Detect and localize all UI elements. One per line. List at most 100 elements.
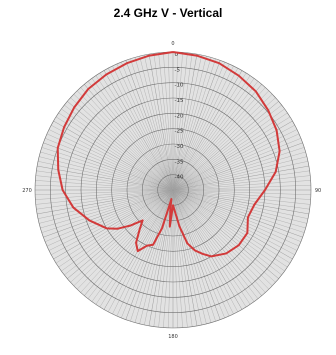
radial-gridline <box>103 70 174 191</box>
radial-gridline <box>53 120 174 191</box>
radial-gridline <box>55 116 174 191</box>
ring-label: 0 <box>175 52 179 58</box>
radial-gridline <box>172 189 300 247</box>
angle-label: 270 <box>22 188 32 194</box>
radial-gridline <box>172 189 307 224</box>
radial-gridline <box>87 189 174 299</box>
radial-gridline <box>172 184 311 191</box>
radial-gridline <box>172 54 198 191</box>
radial-gridline <box>121 189 174 319</box>
radial-gridline <box>172 93 273 191</box>
radial-gridline <box>172 87 266 191</box>
radial-gridline <box>172 189 198 326</box>
radial-gridline <box>172 101 279 191</box>
radial-gridline <box>64 104 174 191</box>
radial-gridline <box>48 129 174 191</box>
radial-gridline <box>148 54 174 191</box>
radial-gridline <box>172 189 216 322</box>
radial-gridline <box>172 189 306 229</box>
radial-gridline <box>172 108 285 191</box>
radial-gridline <box>37 161 174 191</box>
radial-gridline <box>172 189 285 272</box>
radial-gridline <box>172 189 311 205</box>
radial-gridline <box>172 61 225 191</box>
ring-label: -30 <box>175 144 184 150</box>
radial-gridline <box>172 189 225 319</box>
radial-gridline <box>95 75 174 191</box>
radial-gridline <box>172 78 255 191</box>
radial-gridline <box>87 81 174 191</box>
radial-gridline <box>172 189 247 308</box>
radial-gridline <box>172 189 288 268</box>
polar-grid <box>34 51 312 329</box>
radial-gridline <box>172 90 270 191</box>
radial-gridline <box>139 56 174 191</box>
radial-gridline <box>172 52 183 191</box>
radial-gridline <box>67 189 174 279</box>
radial-gridline <box>130 58 174 191</box>
angle-label: 180 <box>168 334 178 340</box>
radial-gridline <box>172 189 293 260</box>
radial-gridline <box>172 189 238 312</box>
radial-gridline <box>172 97 276 191</box>
radial-gridline <box>58 112 174 191</box>
radial-gridline <box>172 175 311 191</box>
radial-gridline <box>172 189 207 324</box>
radial-gridline <box>172 189 310 210</box>
radial-gridline <box>172 125 295 191</box>
radial-gridline <box>172 189 221 320</box>
radial-gridline <box>61 189 174 272</box>
radial-gridline <box>48 189 174 251</box>
radial-gridline <box>91 189 174 302</box>
radial-gridline <box>41 147 174 191</box>
radial-gridline <box>172 151 306 191</box>
radial-gridline <box>172 147 305 191</box>
ring-label: -5 <box>175 67 181 73</box>
radial-gridline <box>35 184 174 191</box>
radial-gridline <box>172 189 212 323</box>
radial-gridline <box>172 70 243 191</box>
radial-gridline <box>43 189 174 238</box>
radial-gridline <box>116 63 174 191</box>
radial-gridline <box>172 189 276 283</box>
radial-gridline <box>172 52 188 191</box>
radial-gridline <box>172 54 202 191</box>
radial-gridline <box>172 189 298 251</box>
radial-gridline <box>172 189 279 279</box>
radial-gridline <box>172 189 309 215</box>
radial-gridline <box>80 87 174 191</box>
radial-gridline <box>108 68 174 191</box>
radial-gridline <box>84 189 174 296</box>
ring-gridline <box>50 67 296 313</box>
radial-gridline <box>125 189 174 320</box>
radial-gridline <box>172 189 282 276</box>
radial-gridline <box>37 165 174 191</box>
radial-gridline <box>36 189 174 210</box>
ring-gridline <box>111 128 235 252</box>
radial-gridline <box>172 189 202 326</box>
radial-gridline <box>172 57 212 191</box>
radial-gridline <box>172 65 234 191</box>
ring-label: -15 <box>175 98 184 104</box>
radial-gridline <box>70 189 174 283</box>
radial-gridline <box>41 189 174 233</box>
radial-gridline <box>35 180 174 191</box>
radial-gridline <box>172 189 243 310</box>
radial-gridline <box>172 189 273 287</box>
radial-gridline <box>121 61 174 191</box>
radial-gridline <box>67 101 174 191</box>
radial-gridline <box>172 56 207 191</box>
radial-gridline <box>172 156 307 191</box>
radial-gridline <box>35 189 174 205</box>
radial-gridline <box>37 189 174 215</box>
radial-gridline <box>172 120 293 191</box>
angle-labels: 0 90 180 270 <box>22 41 321 340</box>
radial-gridline <box>112 189 174 315</box>
radial-gridline <box>55 189 174 264</box>
radial-gridline <box>148 189 174 326</box>
ring-label: -10 <box>175 83 184 89</box>
radial-gridline <box>40 151 174 191</box>
radial-gridline <box>144 54 174 191</box>
radial-gridline <box>91 78 174 191</box>
radial-gridline <box>172 189 270 290</box>
